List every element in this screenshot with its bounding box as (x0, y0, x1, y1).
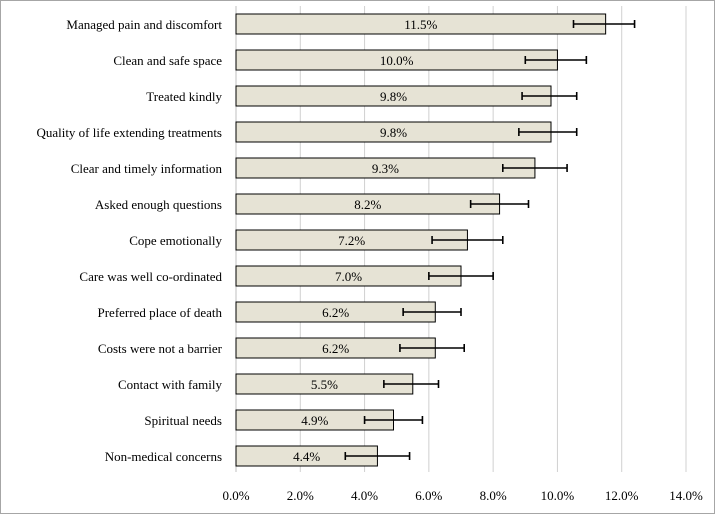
data-label: 4.4% (293, 449, 320, 464)
category-label: Care was well co-ordinated (79, 269, 222, 284)
category-label: Clean and safe space (113, 53, 222, 68)
category-label: Managed pain and discomfort (66, 17, 222, 32)
category-label: Clear and timely information (71, 161, 223, 176)
data-label: 10.0% (380, 53, 414, 68)
category-label: Costs were not a barrier (98, 341, 223, 356)
data-label: 9.3% (372, 161, 399, 176)
x-tick-label: 8.0% (480, 488, 507, 503)
category-label: Asked enough questions (95, 197, 222, 212)
category-label: Spiritual needs (144, 413, 222, 428)
data-label: 7.2% (338, 233, 365, 248)
data-label: 6.2% (322, 341, 349, 356)
x-tick-label: 2.0% (287, 488, 314, 503)
data-label: 8.2% (354, 197, 381, 212)
x-tick-label: 12.0% (605, 488, 639, 503)
data-label: 6.2% (322, 305, 349, 320)
x-tick-label: 10.0% (541, 488, 575, 503)
data-label: 7.0% (335, 269, 362, 284)
category-label: Cope emotionally (129, 233, 222, 248)
x-tick-label: 4.0% (351, 488, 378, 503)
data-label: 9.8% (380, 89, 407, 104)
data-label: 11.5% (404, 17, 437, 32)
x-tick-label: 6.0% (415, 488, 442, 503)
x-tick-label: 14.0% (669, 488, 703, 503)
category-label: Preferred place of death (97, 305, 222, 320)
x-tick-label: 0.0% (222, 488, 249, 503)
category-label: Non-medical concerns (105, 449, 222, 464)
category-label: Quality of life extending treatments (36, 125, 222, 140)
category-label: Contact with family (118, 377, 222, 392)
data-label: 9.8% (380, 125, 407, 140)
data-label: 5.5% (311, 377, 338, 392)
data-label: 4.9% (301, 413, 328, 428)
category-label: Treated kindly (146, 89, 222, 104)
